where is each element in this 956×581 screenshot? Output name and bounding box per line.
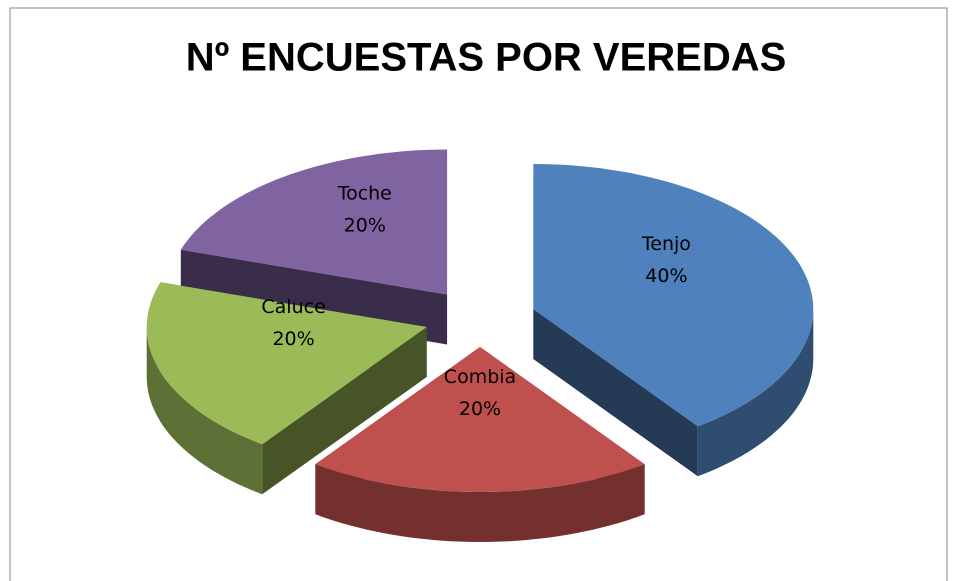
- chart-title: Nº ENCUESTAS POR VEREDAS: [186, 36, 787, 80]
- slice-label: Tenjo: [641, 233, 691, 255]
- slice-label: Toche: [337, 182, 392, 204]
- slice-wall: [697, 309, 814, 477]
- slice-top: [533, 164, 814, 427]
- pie-slice: [533, 164, 814, 477]
- slice-value-label: 40%: [645, 265, 687, 287]
- slice-top: [315, 347, 645, 492]
- slice-wall: [146, 327, 263, 495]
- slice-label: Caluce: [261, 296, 325, 318]
- slice-wall: [315, 464, 645, 542]
- slice-value-label: 20%: [344, 214, 386, 236]
- slice-value-label: 20%: [459, 398, 501, 420]
- slice-top: [180, 149, 448, 295]
- slice-side: [533, 309, 698, 477]
- pie-slice: [315, 347, 645, 542]
- slice-top: [146, 282, 427, 445]
- slice-label: Combia: [444, 366, 516, 388]
- slice-value-label: 20%: [272, 328, 314, 350]
- pie: Tenjo 40% Combia 20% Caluce 20% Toche 20%: [146, 149, 814, 542]
- pie-slice: [146, 282, 427, 495]
